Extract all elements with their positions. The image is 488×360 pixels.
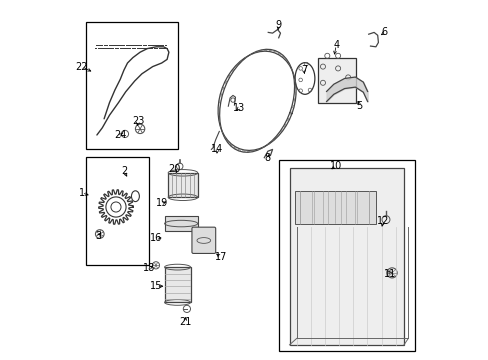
Text: 7: 7 [300,65,306,75]
Text: 24: 24 [114,130,126,140]
Bar [294,191,375,224]
Text: 21: 21 [179,317,191,327]
Text: 19: 19 [155,198,167,208]
Text: 3: 3 [96,231,102,241]
Text: 9: 9 [275,20,281,30]
Bar [164,216,197,231]
Text: 1: 1 [79,188,85,198]
Text: 14: 14 [211,144,223,154]
Bar [289,168,403,345]
Bar [168,173,197,197]
Text: 10: 10 [329,161,342,171]
Text: 6: 6 [381,27,387,37]
Text: 22: 22 [75,62,88,72]
Bar [86,157,149,265]
Bar [86,22,178,149]
Bar [318,58,355,103]
Text: 16: 16 [150,233,162,243]
Text: 4: 4 [332,40,339,50]
Text: 2: 2 [121,166,127,176]
Text: 13: 13 [232,103,244,113]
Text: 11: 11 [384,269,396,279]
Bar [164,267,190,302]
Text: 5: 5 [356,101,362,111]
Bar [294,191,373,223]
Text: 20: 20 [168,164,180,174]
Text: 15: 15 [150,281,162,291]
Text: 23: 23 [132,116,144,126]
Text: 12: 12 [376,216,388,226]
Text: 17: 17 [214,252,227,262]
Text: 18: 18 [142,263,155,273]
Text: 8: 8 [264,153,270,163]
FancyBboxPatch shape [192,227,215,253]
Bar [278,160,415,351]
